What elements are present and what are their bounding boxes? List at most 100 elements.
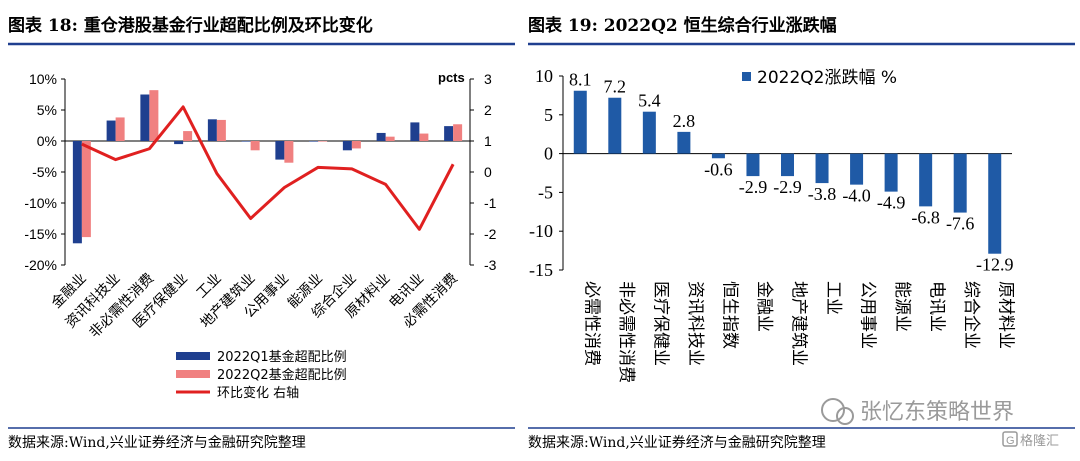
right-y-tick-label: 1 (484, 133, 492, 149)
legend-label-line: 环比变化 右轴 (217, 385, 299, 401)
x-category-label: 工业 (823, 281, 843, 315)
left-y-tick-label: 10% (29, 71, 57, 87)
x-category-label: 原材料业 (996, 281, 1016, 349)
right-y-tick-label: 3 (484, 71, 492, 87)
bar-q1 (241, 141, 251, 142)
bar-q2 (216, 119, 226, 141)
x-category-label: 必需性消费 (581, 281, 601, 366)
bar-q1 (275, 141, 285, 160)
bar-2022q2-change (642, 111, 656, 154)
right-chart-y-tick-label: -5 (538, 182, 553, 202)
right-source-note: 数据来源:Wind,兴业证券经济与金融研究院整理 (528, 435, 826, 451)
left-y-tick-label: -5% (32, 164, 57, 180)
data-label: -12.9 (976, 255, 1014, 275)
x-category-label: 医疗保健业 (650, 281, 670, 366)
right-legend-swatch (742, 72, 751, 81)
bar-2022q2-change (677, 131, 691, 154)
left-y-tick-label: -10% (24, 195, 57, 211)
bar-q2 (453, 124, 463, 141)
legend-swatch-q2 (176, 370, 210, 378)
x-category-label: 地产建筑业 (789, 281, 809, 366)
logo-icon (1002, 431, 1018, 447)
right-y-tick-label: -1 (484, 195, 497, 211)
right-chart-y-tick-label: 0 (544, 144, 553, 164)
data-label: -0.6 (704, 159, 733, 179)
bar-q1 (410, 122, 420, 141)
bar-q2 (115, 117, 125, 141)
bar-2022q2-change (815, 153, 829, 184)
bar-q2 (149, 90, 159, 141)
wechat-icon (821, 398, 845, 422)
right-chart-legend: 2022Q2涨跌幅 % (742, 68, 897, 88)
x-category-label: 综合企业 (961, 281, 981, 349)
bar-2022q2-change (711, 153, 725, 159)
bar-q1 (376, 132, 386, 141)
bar-q1 (72, 141, 82, 244)
data-label: -2.9 (773, 177, 802, 197)
left-chart-line (81, 105, 455, 231)
x-category-label: 电讯业 (927, 281, 947, 332)
data-label: -6.8 (911, 207, 940, 227)
x-category-label: 非必需性消费 (616, 281, 636, 383)
x-category-label: 能源业 (892, 281, 912, 332)
right-y-tick-label: 0 (484, 164, 492, 180)
right-chart-data-labels: 8.1 7.2 5.4 2.8 -0.6 -2.9 -2.9 -3.8 -4.0 -4.9-6.8… (569, 70, 1013, 275)
bar-2022q2-change (953, 153, 967, 213)
bar-q2 (183, 131, 193, 141)
data-label: -2.9 (739, 177, 768, 197)
data-label: 7.2 (604, 77, 627, 97)
right-legend-label: 2022Q2涨跌幅 % (757, 68, 897, 88)
right-y-tick-label: -2 (484, 226, 497, 242)
bar-2022q2-change (573, 90, 587, 154)
right-y-tick-label: 2 (484, 102, 492, 118)
bar-q1 (140, 94, 150, 141)
watermark: 张忆东策略世界 (821, 398, 1014, 425)
left-y-tick-label: -15% (24, 226, 57, 242)
right-chart-y-tick-label: -15 (529, 260, 553, 280)
data-label: 5.4 (638, 91, 661, 111)
bar-q2 (250, 141, 260, 151)
bar-2022q2-change (884, 153, 898, 192)
legend-label-q2: 2022Q2基金超配比例 (217, 367, 347, 383)
bar-q1 (174, 141, 184, 145)
left-y-tick-label: 5% (37, 102, 57, 118)
data-label: 2.8 (673, 111, 696, 131)
legend-label-q1: 2022Q1基金超配比例 (217, 349, 347, 365)
logo-text: 格隆汇 (1020, 433, 1059, 449)
bar-q1 (342, 141, 352, 151)
left-chart-legend: 2022Q1基金超配比例 2022Q2基金超配比例 环比变化 右轴 (176, 349, 347, 401)
right-chart-bars (573, 90, 1002, 254)
data-label: -4.9 (877, 193, 906, 213)
logo-letter: G (1006, 435, 1015, 447)
right-y-tick-label: -3 (484, 257, 497, 273)
bar-q2 (318, 141, 328, 142)
left-source-note: 数据来源:Wind,兴业证券经济与金融研究院整理 (8, 435, 306, 451)
gelonghui-logo: G 格隆汇 (1002, 431, 1059, 449)
right-chart-title: 图表 19: 2022Q2 恒生综合行业涨跌幅 (528, 15, 837, 36)
bar-q2 (351, 141, 361, 149)
bar-q2 (284, 141, 294, 163)
bar-2022q2-change (781, 153, 794, 177)
data-label: -4.0 (842, 186, 871, 206)
data-label: -3.8 (808, 184, 837, 204)
x-category-label: 公用事业 (858, 281, 878, 349)
right-chart-category-labels: 必需性消费 非必需性消费 医疗保健业 资讯科技业 恒生指数 金融业 地产建筑业 工业 公用事业能… (581, 281, 1015, 383)
bar-2022q2-change (988, 153, 1002, 254)
bar-q1 (444, 126, 454, 141)
watermark-account: 张忆东策略世界 (860, 400, 1014, 425)
bar-q2 (419, 133, 429, 141)
x-category-label: 资讯科技业 (685, 281, 705, 366)
bar-q2 (385, 136, 395, 141)
right-axis-unit: pcts (438, 70, 465, 85)
legend-swatch-q1 (176, 352, 210, 360)
left-chart-axes: 10% 5% 0% -5% -10% -15% -20% 3 2 1 0 -1 -2 -3 (24, 71, 496, 273)
data-label: -7.6 (946, 214, 975, 234)
right-chart-y-tick-label: 5 (544, 105, 553, 125)
left-y-tick-label: 0% (37, 133, 57, 149)
bar-2022q2-change (608, 97, 622, 154)
bar-q1 (207, 119, 217, 141)
left-chart-title: 图表 18: 重仓港股基金行业超配比例及环比变化 (8, 15, 373, 36)
data-label: 8.1 (569, 70, 592, 90)
